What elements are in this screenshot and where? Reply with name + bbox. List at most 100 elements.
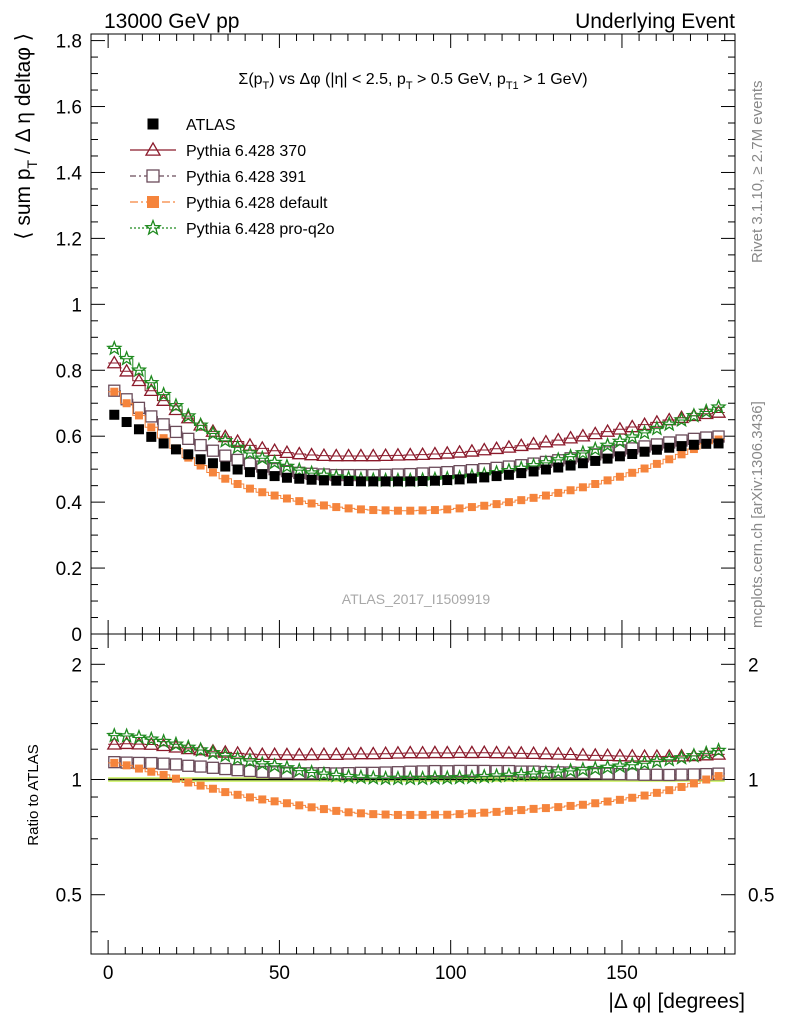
atlas-point [713, 438, 724, 449]
pythia-6-428-370-ratio-point [488, 745, 505, 759]
pythia-6-428-370-point [649, 414, 665, 428]
pythia-6-428-default-ratio-point [455, 810, 464, 819]
main-y-tick-label: 0.6 [56, 427, 82, 448]
pythia-6-428-pro-q2o-ratio-point [623, 756, 641, 772]
pythia-6-428-pro-q2o-point [155, 385, 172, 402]
pythia-6-428-370-ratio-point [513, 745, 529, 759]
pythia-6-428-pro-q2o-ratio-point [463, 768, 481, 785]
pythia-6-428-default-point [541, 491, 550, 500]
pythia-6-428-pro-q2o-ratio-point [315, 765, 333, 782]
pythia-6-428-default-ratio-point [110, 758, 119, 767]
pythia-6-428-370-point [587, 426, 603, 440]
pythia-6-428-pro-q2o-point [611, 432, 629, 449]
pythia-6-428-pro-q2o-ratio-point [500, 766, 518, 783]
pythia-6-428-default-point [640, 464, 649, 473]
pythia-6-428-default-ratio-line [108, 762, 725, 816]
pythia-6-428-370-point [377, 447, 394, 462]
legend: ATLAS Pythia 6.428 370 Pythia 6.428 391 Pyt… [130, 117, 335, 238]
pythia-6-428-pro-q2o-ratio-point [278, 759, 296, 775]
pythia-6-428-370-point [328, 448, 344, 462]
main-y-tick-label: 1.8 [56, 32, 82, 53]
atlas-point [528, 466, 539, 477]
pythia-6-428-pro-q2o-ratio-point [549, 763, 567, 780]
atlas-point [269, 471, 280, 482]
pythia-6-428-370-ratio-point [328, 746, 344, 761]
pythia-6-428-pro-q2o-point [660, 415, 678, 432]
pythia-6-428-pro-q2o-point [167, 397, 185, 413]
atlas-point [368, 476, 379, 487]
main-y-tick-label: 1.4 [56, 163, 83, 184]
pythia-6-428-391-legend-marker [146, 169, 160, 183]
pythia-6-428-370-ratio-point [464, 745, 480, 759]
pythia-6-428-default-ratio-point [640, 791, 649, 800]
pythia-6-428-default-point [270, 491, 279, 500]
pythia-6-428-391-point [182, 432, 195, 445]
atlas-point [466, 473, 477, 484]
pythia-6-428-370-ratio-point [476, 744, 492, 759]
atlas-point [503, 469, 514, 480]
pythia-6-428-pro-q2o-point [697, 402, 715, 419]
pythia-6-428-391-ratio-point [564, 766, 577, 779]
pythia-6-428-pro-q2o-ratio-point [143, 730, 160, 747]
pythia-6-428-default-point [295, 497, 304, 506]
pythia-6-428-391-ratio-point [194, 760, 207, 773]
pythia-6-428-pro-q2o-point [278, 457, 296, 474]
pythia-6-428-default-ratio-point [393, 810, 402, 819]
x-tick-label: 100 [435, 963, 467, 984]
atlas-point [429, 475, 440, 486]
axis-tick-labels: 0 0.2 0.4 0.6 0.8 1 1.2 1.4 1.6 1.8 0 50 100 150 0.5 0.… [56, 32, 775, 984]
pythia-6-428-default-point [554, 488, 563, 497]
pythia-6-428-370-point [488, 440, 505, 455]
pythia-6-428-391-ratio-point [502, 764, 516, 778]
main-y-tick-label: 1.6 [56, 98, 82, 119]
pythia-6-428-default-point [591, 480, 600, 488]
pythia-6-428-default-point [110, 387, 119, 396]
pythia-6-428-pro-q2o-ratio-point [660, 751, 678, 767]
pythia-6-428-391-ratio-point [157, 757, 170, 770]
atlas-point [294, 473, 305, 484]
pythia-6-428-370-point [291, 446, 307, 460]
pythia-6-428-391-ratio-point [354, 766, 368, 779]
pythia-6-428-391-line [108, 390, 725, 476]
pythia-6-428-370-ratio-point [254, 746, 270, 761]
pythia-6-428-default-ratio-point [467, 809, 476, 818]
atlas-point [121, 417, 132, 428]
pythia-6-428-default-point [258, 488, 267, 497]
atlas-point [232, 464, 243, 475]
pythia-6-428-391-point [219, 449, 232, 462]
pythia-6-428-default-point [467, 503, 476, 512]
pythia-6-428-default-ratio-point [208, 784, 217, 793]
pythia-6-428-391-ratio-point [206, 761, 220, 774]
pythia-6-428-default-point [418, 506, 427, 515]
pythia-6-428-default-ratio-point [159, 770, 168, 779]
axis-ticks [90, 34, 735, 954]
pythia-6-428-370-ratio-point [414, 745, 431, 759]
pythia-6-428-370-point [686, 407, 702, 422]
pythia-6-428-pro-q2o-point [143, 374, 160, 390]
pythia-6-428-default-ratio-point [714, 772, 723, 781]
pythia-6-428-default-point [504, 498, 513, 507]
pythia-6-428-pro-q2o-point [673, 411, 690, 428]
pythia-6-428-default-point [480, 501, 489, 510]
pythia-6-428-default-ratio-point [171, 774, 180, 783]
pythia-6-428-pro-q2o-ratio-point [118, 727, 135, 744]
pythia-6-428-370-ratio-point [279, 747, 295, 761]
pythia-6-428-default-ratio-point [134, 764, 143, 773]
pythia-6-428-pro-q2o-point [586, 440, 604, 457]
atlas-point [158, 438, 169, 449]
pythia-6-428-pro-q2o-ratio-line [108, 735, 725, 780]
pythia-6-428-370-point [439, 445, 455, 459]
pythia-6-428-default-ratio-point [689, 779, 698, 788]
pythia-6-428-default-point [344, 504, 353, 513]
pythia-6-428-370-point [464, 443, 480, 457]
x-tick-label: 150 [606, 963, 638, 984]
pythia-6-428-pro-q2o-ratio-point [537, 764, 555, 781]
ratio-y-axis-label: Ratio to ATLAS [25, 744, 42, 845]
atlas-point [516, 468, 527, 479]
pythia-6-428-370-point [316, 447, 332, 462]
pythia-6-428-370-ratio-point [340, 746, 357, 760]
atlas-point [651, 444, 662, 455]
pythia-6-428-370-point [279, 444, 295, 459]
atlas-point [577, 458, 588, 469]
atlas-point [664, 442, 675, 453]
